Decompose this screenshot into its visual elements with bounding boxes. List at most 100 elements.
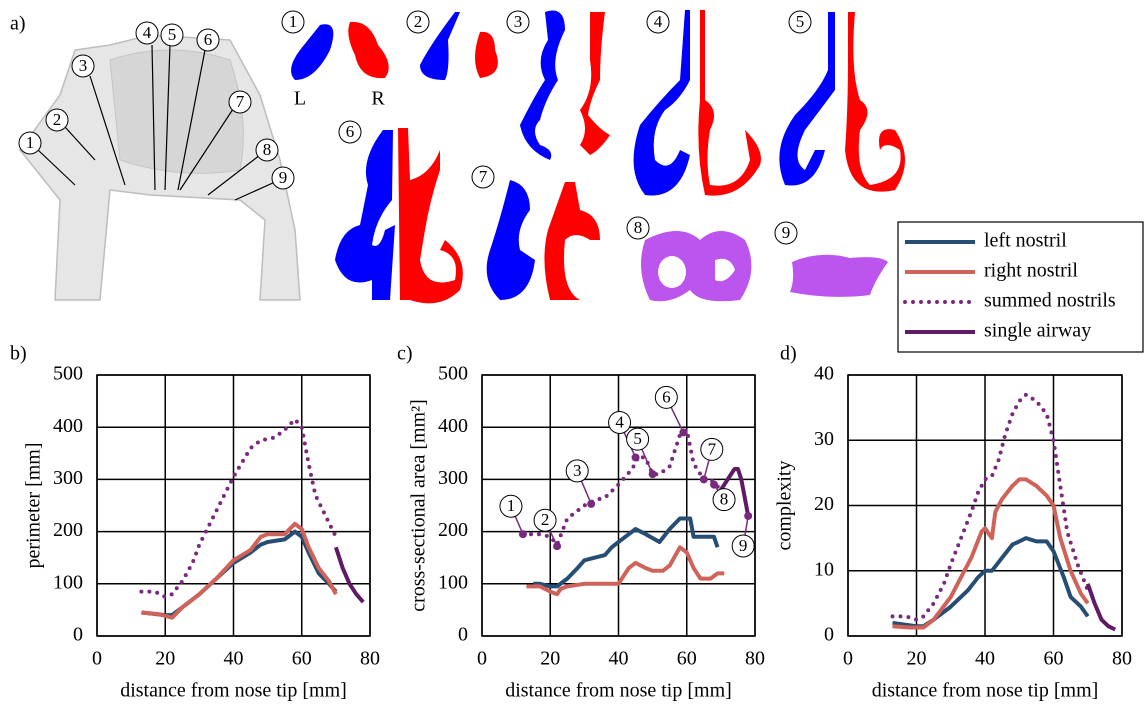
number-circle xyxy=(788,10,812,34)
cross-sections xyxy=(291,10,905,304)
section-number: 3 xyxy=(79,56,88,75)
section-number: 5 xyxy=(168,25,177,44)
y-tick-label: 0 xyxy=(458,624,468,646)
section-number: 8 xyxy=(634,218,643,237)
y-tick-label: 100 xyxy=(53,571,83,593)
section-number: 4 xyxy=(654,12,663,31)
number-circle xyxy=(608,410,632,434)
section-number: 9 xyxy=(739,536,748,555)
x-tick-label: 60 xyxy=(677,648,697,670)
number-circle xyxy=(471,165,495,189)
y-tick-label: 200 xyxy=(53,519,83,541)
annotation-point xyxy=(699,475,708,484)
number-circle xyxy=(774,221,798,245)
series-line xyxy=(890,392,1090,622)
annotation-point xyxy=(744,511,753,520)
x-tick-label: 0 xyxy=(843,648,853,670)
x-tick-label: 0 xyxy=(92,648,102,670)
section-number: 7 xyxy=(479,167,488,186)
x-tick-label: 80 xyxy=(1112,648,1132,670)
legend-label: summed nostrils xyxy=(984,290,1116,312)
x-tick-label: 60 xyxy=(292,648,312,670)
x-tick-label: 0 xyxy=(477,648,487,670)
x-axis-title: distance from nose tip [mm] xyxy=(505,680,732,702)
series-line xyxy=(533,516,720,589)
series-line xyxy=(139,417,338,599)
section-number: 1 xyxy=(26,133,35,152)
number-circle xyxy=(228,90,252,114)
number-circle xyxy=(731,534,755,558)
annotation-point xyxy=(679,428,688,437)
number-circle xyxy=(135,21,159,45)
section-number: 9 xyxy=(279,168,288,187)
annotation-point xyxy=(587,499,596,508)
number-circle xyxy=(281,10,305,34)
x-tick-label: 20 xyxy=(540,648,560,670)
number-circle xyxy=(71,54,95,78)
panel-label: a) xyxy=(10,13,26,35)
section-number: 7 xyxy=(708,439,717,458)
annotation-point xyxy=(631,453,640,462)
left-label: L xyxy=(294,88,306,110)
section-number: 5 xyxy=(796,12,805,31)
number-circle xyxy=(196,28,220,52)
y-tick-label: 200 xyxy=(438,519,468,541)
section-number: 6 xyxy=(204,30,213,49)
section-number: 6 xyxy=(662,387,671,406)
y-axis-title: complexity xyxy=(774,461,796,551)
number-circle xyxy=(654,385,678,409)
section-number: 4 xyxy=(615,412,624,431)
annotation-point xyxy=(553,542,562,551)
x-tick-label: 80 xyxy=(745,648,765,670)
y-tick-label: 400 xyxy=(53,415,83,437)
section-number: 4 xyxy=(143,23,152,42)
number-circle xyxy=(700,437,724,461)
x-tick-label: 80 xyxy=(360,648,380,670)
y-tick-label: 100 xyxy=(438,571,468,593)
series-line xyxy=(141,521,338,620)
x-tick-label: 40 xyxy=(975,648,995,670)
number-circle xyxy=(271,166,295,190)
series-line xyxy=(333,546,365,604)
y-tick-label: 300 xyxy=(438,467,468,489)
y-tick-label: 0 xyxy=(824,624,834,646)
section-number: 7 xyxy=(236,92,245,111)
x-tick-label: 40 xyxy=(224,648,244,670)
section-number: 1 xyxy=(289,12,298,31)
number-circle xyxy=(499,494,523,518)
number-circle xyxy=(646,10,670,34)
number-circle xyxy=(338,120,362,144)
y-tick-label: 400 xyxy=(438,415,468,437)
legend-label: right nostril xyxy=(984,260,1078,282)
number-circle xyxy=(533,508,557,532)
section-number: 1 xyxy=(507,496,516,515)
number-circle xyxy=(626,216,650,240)
legend-label: single airway xyxy=(984,320,1091,342)
annotation-point xyxy=(710,480,719,489)
series-line xyxy=(521,427,723,547)
y-tick-label: 20 xyxy=(814,493,834,515)
section-number: 2 xyxy=(53,110,62,129)
x-tick-label: 60 xyxy=(1044,648,1064,670)
number-circle xyxy=(712,488,736,512)
number-circle xyxy=(565,459,589,483)
section-number: 5 xyxy=(633,429,642,448)
number-circle xyxy=(506,10,530,34)
x-tick-label: 40 xyxy=(609,648,629,670)
y-tick-label: 30 xyxy=(814,428,834,450)
x-axis-title: distance from nose tip [mm] xyxy=(872,680,1099,702)
y-tick-label: 10 xyxy=(814,558,834,580)
number-circle xyxy=(45,108,69,132)
section-number: 8 xyxy=(263,140,272,159)
y-tick-label: 0 xyxy=(73,624,83,646)
number-circle xyxy=(160,23,184,47)
panel-label: c) xyxy=(397,343,413,365)
y-tick-label: 500 xyxy=(438,363,468,385)
head-model xyxy=(19,34,301,301)
series-line xyxy=(892,536,1090,629)
y-tick-label: 40 xyxy=(814,363,834,385)
section-number: 2 xyxy=(414,12,423,31)
annotation-point xyxy=(648,470,657,479)
right-label: R xyxy=(371,88,385,110)
